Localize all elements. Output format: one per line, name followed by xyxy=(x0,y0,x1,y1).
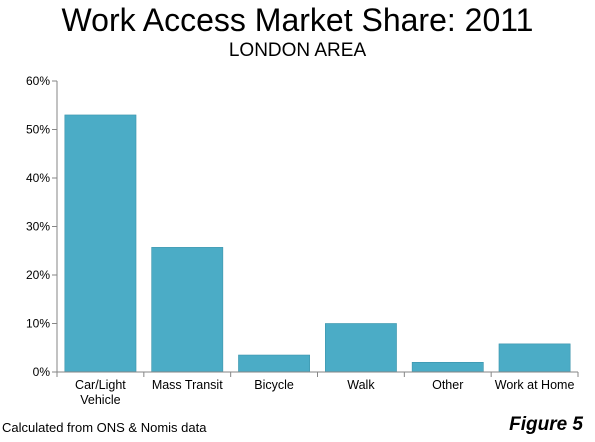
x-tick-label: Work at Home xyxy=(495,378,575,392)
x-tick-label: Car/Light Vehicle xyxy=(75,378,126,407)
y-tick-label: 50% xyxy=(26,123,50,137)
bar xyxy=(64,114,137,373)
y-tick-label: 0% xyxy=(33,365,51,379)
y-tick-label: 60% xyxy=(26,74,50,88)
figure-label: Figure 5 xyxy=(509,414,583,435)
y-tick-label: 20% xyxy=(26,268,50,282)
y-axis: 0% 10% 20% 30% 40% 50% 60% xyxy=(26,74,58,379)
bar xyxy=(325,323,397,373)
x-tick-label: Bicycle xyxy=(254,378,294,392)
bar xyxy=(151,247,224,373)
x-tick-label: Walk xyxy=(347,378,375,392)
x-tick-label: Mass Transit xyxy=(152,378,223,392)
chart-subtitle: LONDON AREA xyxy=(228,40,367,61)
bars xyxy=(64,114,571,373)
bar xyxy=(238,354,310,373)
x-tick-label: Other xyxy=(432,378,463,392)
bar xyxy=(411,361,484,373)
y-tick-label: 10% xyxy=(26,317,50,331)
chart-title: Work Access Market Share: 2011 xyxy=(61,2,534,38)
y-tick-label: 40% xyxy=(26,171,50,185)
source-note: Calculated from ONS & Nomis data xyxy=(2,420,207,435)
y-tick-label: 30% xyxy=(26,220,50,234)
bar xyxy=(498,343,571,373)
x-axis: Car/Light Vehicle Mass Transit Bicycle Walk O… xyxy=(56,371,579,407)
